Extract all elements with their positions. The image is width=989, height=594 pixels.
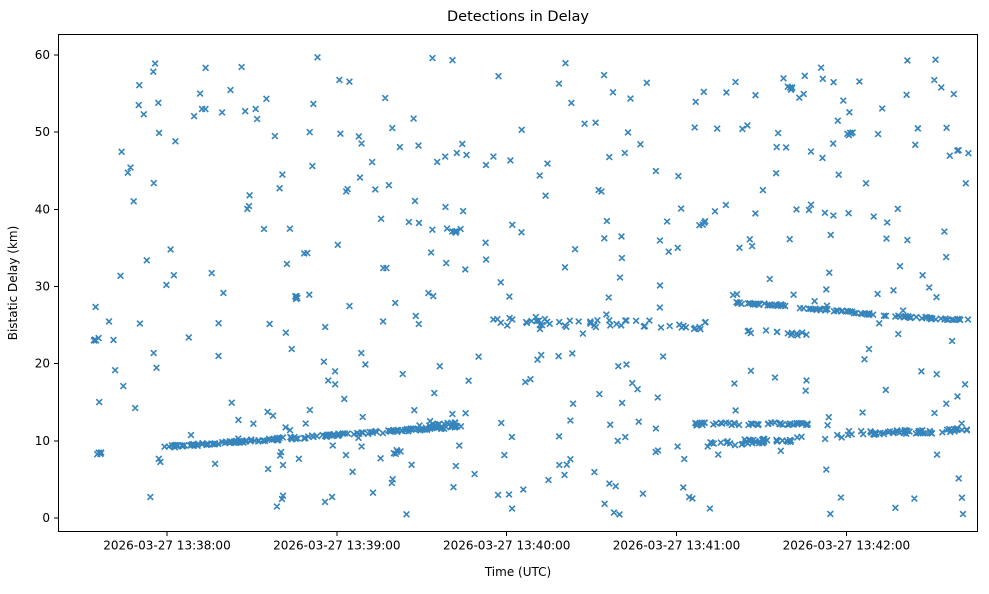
x-tick-label: 2026-03-27 13:40:00: [443, 539, 570, 553]
y-tick-labels: 0 10 20 30 40 50 60: [35, 48, 50, 525]
y-tick-label: 40: [35, 202, 50, 216]
x-tick-label: 2026-03-27 13:39:00: [273, 539, 400, 553]
plot-spines: [58, 34, 978, 532]
axis-tick-marks: [54, 54, 847, 536]
x-axis-label: Time (UTC): [484, 565, 551, 579]
y-tick-label: 20: [35, 357, 50, 371]
x-tick-label: 2026-03-27 13:38:00: [103, 539, 230, 553]
y-tick-label: 50: [35, 125, 50, 139]
plot-area: [58, 34, 978, 532]
detection-points: [90, 53, 972, 518]
x-tick-label: 2026-03-27 13:42:00: [783, 539, 910, 553]
y-tick-label: 10: [35, 434, 50, 448]
x-tick-labels: 2026-03-27 13:38:00 2026-03-27 13:39:00 20…: [103, 539, 910, 553]
y-tick-label: 0: [42, 511, 50, 525]
y-axis-label: Bistatic Delay (km): [6, 226, 20, 341]
y-tick-label: 60: [35, 48, 50, 62]
x-tick-label: 2026-03-27 13:41:00: [613, 539, 740, 553]
y-tick-label: 30: [35, 279, 50, 293]
chart-title: Detections in Delay: [447, 9, 589, 25]
scatter-markers: [90, 53, 972, 518]
